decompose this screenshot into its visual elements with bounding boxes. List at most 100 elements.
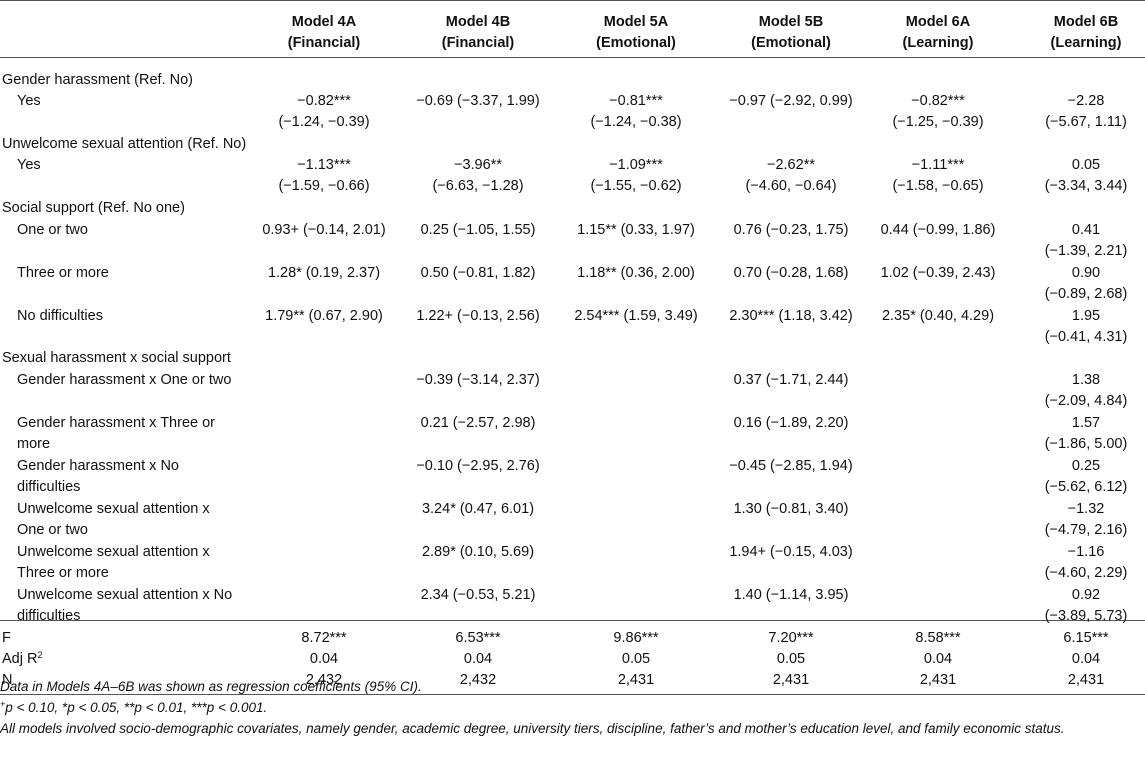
row-label: One or two	[17, 222, 88, 238]
table-cell: 1.02 (−0.39, 2.43)	[880, 265, 996, 281]
table-notes: Data in Models 4A–6B was shown as regres…	[0, 676, 1065, 739]
table-cell: 9.86***	[613, 630, 659, 646]
table-cell: 2.54*** (1.59, 3.49)	[574, 308, 698, 324]
table-cell: 0.37 (−1.71, 2.44)	[733, 372, 849, 388]
note-plus-sup: +	[0, 699, 6, 709]
table-cell: −0.82*** (−1.25, −0.39)	[892, 93, 984, 130]
column-header-outcome: (Emotional)	[596, 35, 676, 51]
table-cell: 0.04	[1071, 651, 1101, 667]
table-cell: 0.25 (−5.62, 6.12)	[1044, 458, 1128, 495]
table-cell: 2.34 (−0.53, 5.21)	[420, 587, 536, 603]
row-label: N	[2, 672, 13, 688]
table-cell: 3.24* (0.47, 6.01)	[421, 501, 535, 517]
row-label: Social support (Ref. No one)	[2, 200, 185, 216]
table-cell: 1.57 (−1.86, 5.00)	[1044, 415, 1128, 452]
table-cell: 0.90 (−0.89, 2.68)	[1044, 265, 1128, 302]
table-cell: 8.72***	[301, 630, 347, 646]
column-header-model: Model 5B	[758, 14, 824, 30]
row-label: F	[2, 630, 11, 646]
table-cell: −1.11*** (−1.58, −0.65)	[892, 157, 984, 194]
table-cell: −1.13*** (−1.59, −0.66)	[278, 157, 370, 194]
table-cell: −0.81*** (−1.24, −0.38)	[590, 93, 682, 130]
note-significance: +p < 0.10, *p < 0.05, **p < 0.01, ***p <…	[0, 697, 1065, 718]
row-label: Gender harassment x One or two	[17, 372, 232, 388]
column-header-outcome: (Financial)	[287, 35, 361, 51]
table-cell: 1.38 (−2.09, 4.84)	[1044, 372, 1128, 409]
column-header: Model 6A (Learning)	[863, 8, 1013, 58]
table-cell: 0.16 (−1.89, 2.20)	[733, 415, 849, 431]
table-cell: 6.53***	[455, 630, 501, 646]
table-rule	[0, 57, 1145, 58]
table-cell: 2,431	[1067, 672, 1105, 688]
column-header-model: Model 6A	[905, 14, 971, 30]
table-cell: 2.89* (0.10, 5.69)	[421, 544, 535, 560]
column-header-model: Model 5A	[603, 14, 669, 30]
table-cell: 1.28* (0.19, 2.37)	[267, 265, 381, 281]
table-cell: 0.92 (−3.89, 5.73)	[1044, 587, 1128, 624]
table-rule	[0, 694, 1145, 695]
note-ci: Data in Models 4A–6B was shown as regres…	[0, 679, 422, 694]
table-cell: 1.79** (0.67, 2.90)	[265, 308, 383, 324]
table-cell: 1.22+ (−0.13, 2.56)	[416, 308, 540, 324]
table-cell: −1.09*** (−1.55, −0.62)	[590, 157, 682, 194]
row-label: Unwelcome sexual attention x Three or mo…	[17, 544, 210, 581]
row-label: Yes	[17, 157, 41, 173]
row-label-sup: 2	[37, 650, 43, 660]
table-cell: 6.15***	[1063, 630, 1109, 646]
table-cell: −1.16 (−4.60, 2.29)	[1044, 544, 1128, 581]
column-header: Model 4B (Financial)	[403, 8, 553, 58]
table-cell: −2.62** (−4.60, −0.64)	[745, 157, 837, 194]
table-cell: −0.97 (−2.92, 0.99)	[729, 93, 853, 109]
table-cell: 1.94+ (−0.15, 4.03)	[729, 544, 853, 560]
table-cell: 0.76 (−0.23, 1.75)	[733, 222, 849, 238]
row-label: Gender harassment x No difficulties	[17, 458, 179, 495]
table-cell: 1.18** (0.36, 2.00)	[577, 265, 695, 281]
table-cell: −0.69 (−3.37, 1.99)	[416, 93, 540, 109]
table-cell: 0.70 (−0.28, 1.68)	[733, 265, 849, 281]
row-label: Unwelcome sexual attention x One or two	[17, 501, 210, 538]
row-label: Three or more	[17, 265, 109, 281]
table-cell: 0.21 (−2.57, 2.98)	[420, 415, 536, 431]
table-cell: 7.20***	[768, 630, 814, 646]
column-header-model: Model 6B	[1053, 14, 1119, 30]
table-cell: 1.40 (−1.14, 3.95)	[733, 587, 849, 603]
table-cell: −0.10 (−2.95, 2.76)	[416, 458, 540, 474]
table-cell: 0.41 (−1.39, 2.21)	[1044, 222, 1128, 259]
row-label: Gender harassment x Three or more	[17, 415, 215, 452]
table-cell: 0.04	[463, 651, 493, 667]
column-header-outcome: (Financial)	[441, 35, 515, 51]
row-label: Gender harassment (Ref. No)	[2, 72, 193, 88]
column-header: Model 4A (Financial)	[249, 8, 399, 58]
column-header: Model 5A (Emotional)	[561, 8, 711, 58]
table-cell: −0.82*** (−1.24, −0.39)	[278, 93, 370, 130]
table-cell: 0.05	[621, 651, 651, 667]
column-header-outcome: (Learning)	[1050, 35, 1122, 51]
row-label: Adj R2	[2, 650, 43, 668]
column-header: Model 5B (Emotional)	[716, 8, 866, 58]
table-cell: 2,432	[305, 672, 343, 688]
row-label: Yes	[17, 93, 41, 109]
column-header: Model 6B (Learning)	[1027, 8, 1145, 58]
table-cell: 2.35* (0.40, 4.29)	[881, 308, 995, 324]
table-cell: 2,431	[617, 672, 655, 688]
table-cell: 2,431	[919, 672, 957, 688]
table-cell: −1.32 (−4.79, 2.16)	[1044, 501, 1128, 538]
table-cell: 0.93+ (−0.14, 2.01)	[262, 222, 386, 238]
table-cell: 2,431	[772, 672, 810, 688]
table-cell: −3.96** (−6.63, −1.28)	[432, 157, 524, 194]
table-cell: 0.04	[923, 651, 953, 667]
table-cell: 0.44 (−0.99, 1.86)	[880, 222, 996, 238]
column-header-model: Model 4B	[445, 14, 511, 30]
row-label: Unwelcome sexual attention x No difficul…	[17, 587, 233, 624]
table-cell: 0.05	[776, 651, 806, 667]
table-cell: 2.30*** (1.18, 3.42)	[729, 308, 853, 324]
table-cell: 1.15** (0.33, 1.97)	[577, 222, 695, 238]
row-label: Sexual harassment x social support	[2, 350, 231, 366]
column-header-outcome: (Emotional)	[751, 35, 831, 51]
column-header-model: Model 4A	[291, 14, 357, 30]
table-cell: 0.05 (−3.34, 3.44)	[1044, 157, 1128, 194]
table-cell: 1.30 (−0.81, 3.40)	[733, 501, 849, 517]
note-significance-text: p < 0.10, *p < 0.05, **p < 0.01, ***p < …	[5, 700, 268, 715]
note-covariates: All models involved socio-demographic co…	[0, 721, 1065, 736]
table-cell: 0.50 (−0.81, 1.82)	[420, 265, 536, 281]
